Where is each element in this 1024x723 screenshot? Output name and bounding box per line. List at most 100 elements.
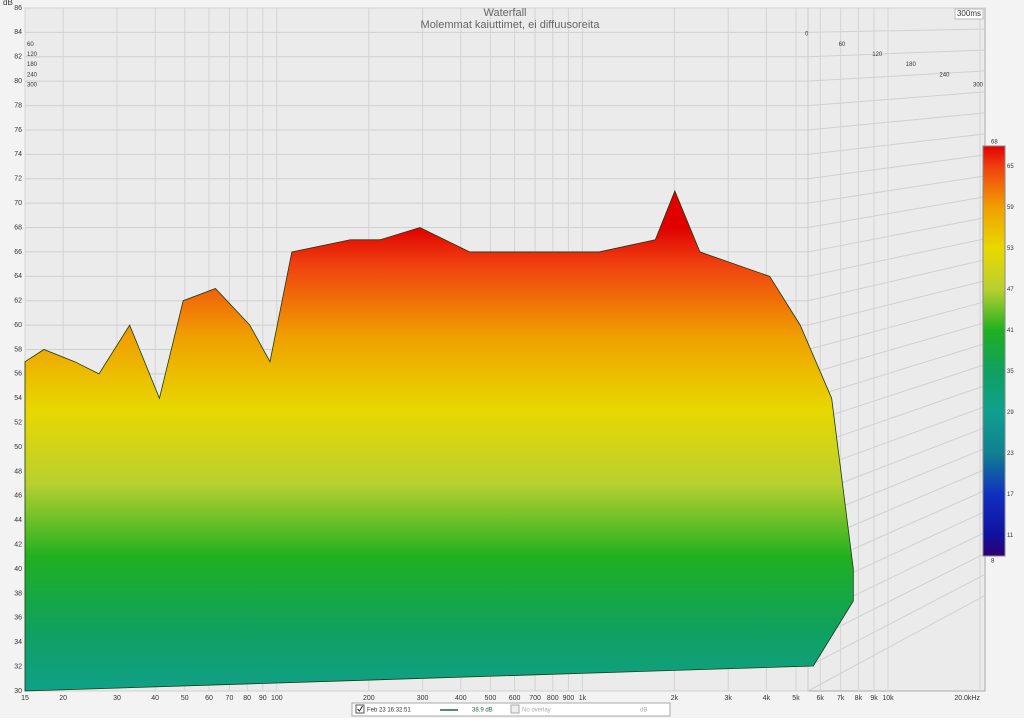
x-tick-label: 600	[509, 695, 521, 702]
y-tick-label: 46	[14, 493, 22, 500]
chart-title: Waterfall	[484, 7, 527, 19]
y-tick-label: 84	[14, 29, 22, 36]
grid-line	[807, 301, 986, 350]
grid-line	[807, 112, 986, 131]
checkbox[interactable]	[355, 704, 365, 714]
x-tick-label: 6k	[817, 695, 825, 702]
legend-level: 38.9 dB	[472, 708, 493, 714]
time-tick-label: 180	[906, 62, 917, 68]
colorbar-tick-label: 35	[1007, 369, 1014, 375]
y-tick-label: 32	[14, 663, 22, 670]
y-tick-label: 40	[14, 566, 22, 573]
y-tick-label: 58	[14, 346, 22, 353]
grid-line	[807, 196, 986, 229]
colorbar-tick-label: 8	[991, 559, 995, 565]
time-tick-label: 240	[939, 72, 950, 78]
time-tick-label: 120	[27, 52, 38, 58]
grid-line	[807, 594, 986, 692]
legend-date: Feb 23 16:32:51	[367, 708, 411, 714]
y-tick-label: 62	[14, 298, 22, 305]
x-tick-label: 40	[151, 695, 159, 702]
legend-unit: dB	[640, 708, 647, 714]
y-tick-label: 48	[14, 468, 22, 475]
time-tick-label: 240	[27, 72, 38, 78]
x-tick-label: 3k	[725, 695, 733, 702]
x-tick-label: 800	[547, 695, 559, 702]
grid-line	[807, 573, 986, 668]
colorbar-tick-label: 47	[1007, 287, 1014, 293]
x-tick-label: 500	[485, 695, 497, 702]
grid-line	[807, 28, 986, 33]
grid-line	[807, 154, 986, 180]
y-tick-label: 82	[14, 54, 22, 61]
x-tick-label: 7k	[837, 695, 845, 702]
y-tick-label: 44	[14, 517, 22, 524]
x-tick-label: 10k	[882, 695, 894, 702]
colorbar-tick-label: 65	[1007, 164, 1014, 170]
time-tick-label: 0	[805, 32, 809, 38]
time-label-box	[954, 8, 984, 20]
y-axis-label: dB	[3, 0, 13, 7]
time-tick-label: 60	[839, 42, 846, 48]
colorbar-tick-label: 41	[1007, 328, 1014, 334]
y-tick-label: 52	[14, 420, 22, 427]
x-tick-label: 8k	[855, 695, 863, 702]
y-tick-label: 78	[14, 102, 22, 109]
y-tick-label: 66	[14, 249, 22, 256]
x-tick-label: 30	[113, 695, 121, 702]
grid-line	[807, 70, 986, 82]
x-tick-label: 15	[21, 695, 29, 702]
y-tick-label: 86	[14, 5, 22, 12]
y-tick-label: 34	[14, 639, 22, 646]
time-tick-label: 300	[27, 83, 38, 89]
x-tick-label: 9k	[870, 695, 878, 702]
x-tick-label: 4k	[763, 695, 771, 702]
grid-line	[807, 343, 986, 399]
grid-line	[807, 49, 986, 58]
y-tick-label: 36	[14, 615, 22, 622]
x-tick-label: 1k	[579, 695, 587, 702]
x-tick-label: 100	[271, 695, 283, 702]
grid-line	[807, 133, 986, 155]
x-tick-label: 200	[363, 695, 375, 702]
y-tick-label: 30	[14, 688, 22, 695]
x-tick-label: 700	[529, 695, 541, 702]
y-tick-label: 38	[14, 590, 22, 597]
colorbar-tick-label: 68	[991, 140, 998, 146]
y-tick-label: 80	[14, 78, 22, 85]
grid-line	[807, 175, 986, 204]
grid-line	[807, 364, 986, 424]
x-tick-label: 60	[205, 695, 213, 702]
time-tick-label: 60	[27, 42, 34, 48]
x-tick-label: 5k	[792, 695, 800, 702]
y-tick-label: 56	[14, 371, 22, 378]
x-tick-label: 20.0kHz	[954, 695, 980, 702]
x-tick-label: 90	[259, 695, 267, 702]
grid-line	[807, 322, 986, 375]
colorbar-tick-label: 29	[1007, 410, 1014, 416]
legend-overlay: No overlay	[522, 708, 551, 714]
y-tick-label: 70	[14, 200, 22, 207]
x-tick-label: 70	[226, 695, 234, 702]
grid-line	[807, 259, 986, 302]
waterfall-surface	[24, 189, 854, 692]
grid-line	[807, 385, 986, 448]
legend: Feb 23 16:32:51 38.9 dB No overlay dB	[351, 702, 671, 717]
colorbar-tick-label: 53	[1007, 246, 1014, 252]
y-tick-label: 74	[14, 151, 22, 158]
x-tick-label: 20	[59, 695, 67, 702]
grid-line	[807, 217, 986, 253]
x-tick-label: 400	[455, 695, 467, 702]
y-tick-label: 54	[14, 395, 22, 402]
overlay-checkbox[interactable]	[510, 704, 520, 714]
y-tick-label: 50	[14, 444, 22, 451]
color-bar	[982, 145, 1006, 557]
colorbar-tick-label: 11	[1007, 533, 1014, 539]
y-tick-label: 76	[14, 127, 22, 134]
y-tick-label: 60	[14, 322, 22, 329]
x-tick-label: 80	[243, 695, 251, 702]
x-tick-label: 50	[181, 695, 189, 702]
y-tick-label: 68	[14, 224, 22, 231]
time-label: 300ms	[957, 9, 981, 18]
